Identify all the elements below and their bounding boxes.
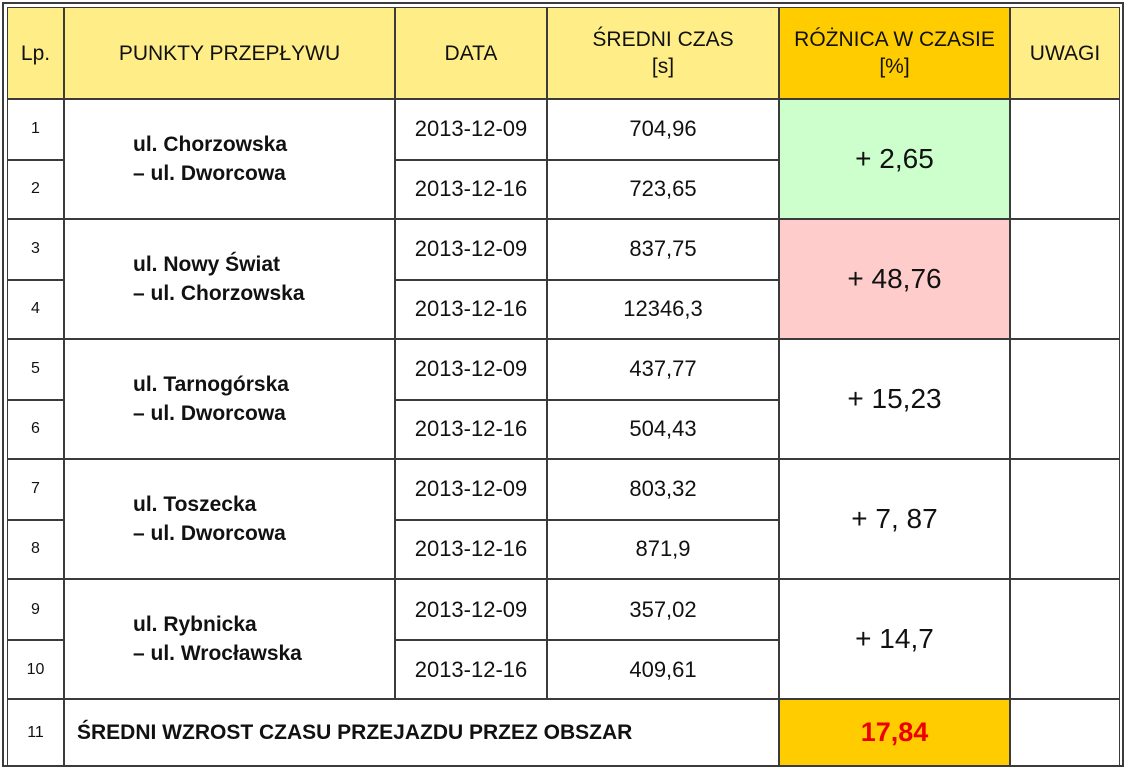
notes-cell (1010, 579, 1120, 700)
row-lp: 6 (7, 399, 64, 460)
header-notes: UWAGI (1010, 7, 1120, 99)
summary-value: 17,84 (779, 699, 1010, 766)
row-avg-time: 704,96 (547, 99, 779, 160)
row-avg-time: 504,43 (547, 399, 779, 460)
row-avg-time: 871,9 (547, 519, 779, 580)
travel-time-table: Lp. PUNKTY PRZEPŁYWU DATA ŚREDNI CZAS [s… (7, 7, 1120, 766)
time-difference: + 15,23 (779, 339, 1010, 460)
summary-row: 11 ŚREDNI WZROST CZASU PRZEJAZDU PRZEZ O… (7, 699, 1120, 766)
table-row: 4 2013-12-16 12346,3 (7, 279, 1120, 340)
row-date: 2013-12-16 (395, 399, 547, 460)
row-avg-time: 409,61 (547, 639, 779, 700)
row-date: 2013-12-09 (395, 579, 547, 640)
row-lp: 10 (7, 639, 64, 700)
table-row: 7 ul. Toszecka – ul. Dworcowa 2013-12-09 803… (7, 459, 1120, 580)
flow-point-from: ul. Tarnogórska (133, 373, 289, 397)
header-diff-unit: [%] (879, 55, 910, 78)
row-lp: 3 (7, 219, 64, 280)
header-diff: RÓŻNICA W CZASIE [%] (779, 7, 1010, 99)
time-difference: + 2,65 (779, 99, 1010, 220)
row-lp: 5 (7, 339, 64, 400)
row-lp: 8 (7, 519, 64, 580)
notes-cell (1010, 339, 1120, 460)
header-date: DATA (395, 7, 547, 99)
flow-point-to: – ul. Dworcowa (133, 522, 286, 546)
summary-label: ŚREDNI WZROST CZASU PRZEJAZDU PRZEZ OBSZ… (64, 699, 779, 766)
time-difference: + 14,7 (779, 579, 1010, 700)
table-row: 3 ul. Nowy Świat – ul. Chorzowska 2013-12-0… (7, 219, 1120, 340)
row-date: 2013-12-09 (395, 219, 547, 280)
flow-point-from: ul. Rybnicka (133, 613, 257, 637)
flow-point-from: ul. Nowy Świat (133, 253, 281, 277)
flow-point-from: ul. Toszecka (133, 493, 257, 517)
row-lp: 2 (7, 159, 64, 220)
header-row: Lp. PUNKTY PRZEPŁYWU DATA ŚREDNI CZAS [s… (7, 7, 1120, 99)
row-lp: 1 (7, 99, 64, 160)
row-avg-time: 12346,3 (547, 279, 779, 340)
header-avg-unit: [s] (651, 55, 675, 78)
row-date: 2013-12-16 (395, 159, 547, 220)
header-avg: ŚREDNI CZAS [s] (547, 7, 779, 99)
table-row: 5 ul. Tarnogórska – ul. Dworcowa 2013-12-09… (7, 339, 1120, 460)
header-lp: Lp. (7, 7, 64, 99)
row-avg-time: 837,75 (547, 219, 779, 280)
time-difference: + 48,76 (779, 219, 1010, 340)
flow-point: ul. Tarnogórska – ul. Dworcowa (64, 339, 395, 460)
row-lp: 9 (7, 579, 64, 640)
notes-cell (1010, 459, 1120, 580)
table-row: 1 ul. Chorzowska – ul. Dworcowa 2013-12-09 7… (7, 99, 1120, 220)
flow-point: ul. Toszecka – ul. Dworcowa (64, 459, 395, 580)
header-avg-title: ŚREDNI CZAS (592, 28, 734, 51)
row-lp: 4 (7, 279, 64, 340)
row-date: 2013-12-09 (395, 339, 547, 400)
row-avg-time: 723,65 (547, 159, 779, 220)
notes-cell (1010, 99, 1120, 220)
notes-cell (1010, 219, 1120, 340)
header-diff-title: RÓŻNICA W CZASIE (794, 28, 995, 51)
summary-notes-cell (1010, 699, 1120, 766)
row-avg-time: 437,77 (547, 339, 779, 400)
table-row: 8 2013-12-16 871,9 (7, 519, 1120, 580)
row-date: 2013-12-16 (395, 639, 547, 700)
table-row: 10 2013-12-16 409,61 (7, 639, 1120, 700)
flow-point-to: – ul. Dworcowa (133, 162, 286, 186)
table-row: 9 ul. Rybnicka – ul. Wrocławska 2013-12-09 3… (7, 579, 1120, 700)
flow-point: ul. Nowy Świat – ul. Chorzowska (64, 219, 395, 340)
row-date: 2013-12-09 (395, 99, 547, 160)
flow-point-from: ul. Chorzowska (133, 133, 288, 157)
row-avg-time: 357,02 (547, 579, 779, 640)
flow-point-to: – ul. Dworcowa (133, 402, 286, 426)
table-row: 6 2013-12-16 504,43 (7, 399, 1120, 460)
row-avg-time: 803,32 (547, 459, 779, 520)
row-date: 2013-12-16 (395, 519, 547, 580)
row-lp: 7 (7, 459, 64, 520)
flow-point: ul. Chorzowska – ul. Dworcowa (64, 99, 395, 220)
row-date: 2013-12-16 (395, 279, 547, 340)
row-date: 2013-12-09 (395, 459, 547, 520)
flow-point-to: – ul. Chorzowska (133, 282, 305, 306)
table-row: 2 2013-12-16 723,65 (7, 159, 1120, 220)
flow-point-to: – ul. Wrocławska (133, 642, 302, 666)
flow-point: ul. Rybnicka – ul. Wrocławska (64, 579, 395, 700)
time-difference: + 7, 87 (779, 459, 1010, 580)
summary-lp: 11 (7, 699, 64, 766)
header-point: PUNKTY PRZEPŁYWU (64, 7, 395, 99)
